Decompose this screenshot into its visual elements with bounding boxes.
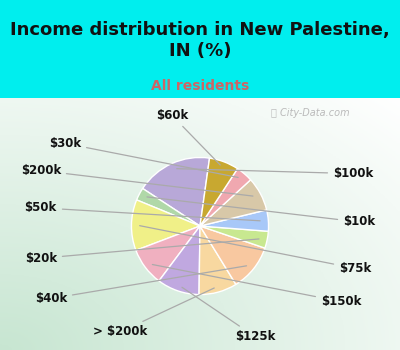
Wedge shape [159,226,200,295]
Wedge shape [200,180,267,226]
Text: $200k: $200k [21,164,253,196]
Text: $100k: $100k [177,167,373,180]
Wedge shape [199,226,236,295]
Text: $30k: $30k [49,137,238,177]
Wedge shape [200,158,238,226]
Wedge shape [200,169,251,226]
Text: $20k: $20k [25,239,259,265]
Text: $50k: $50k [25,201,260,221]
Text: All residents: All residents [151,79,249,93]
Text: $150k: $150k [152,265,361,308]
Text: Income distribution in New Palestine,
IN (%): Income distribution in New Palestine, IN… [10,21,390,61]
Text: $10k: $10k [147,197,375,229]
Wedge shape [143,158,210,226]
Wedge shape [200,226,268,248]
Wedge shape [137,189,200,226]
Text: $125k: $125k [182,287,276,343]
Text: $60k: $60k [156,108,220,165]
Text: $40k: $40k [35,266,246,305]
Text: ⓘ City-Data.com: ⓘ City-Data.com [271,108,350,118]
Wedge shape [200,210,268,231]
Wedge shape [136,226,200,281]
Wedge shape [200,226,265,285]
Wedge shape [132,200,200,250]
Text: $75k: $75k [140,226,371,275]
Text: > $200k: > $200k [93,288,214,338]
